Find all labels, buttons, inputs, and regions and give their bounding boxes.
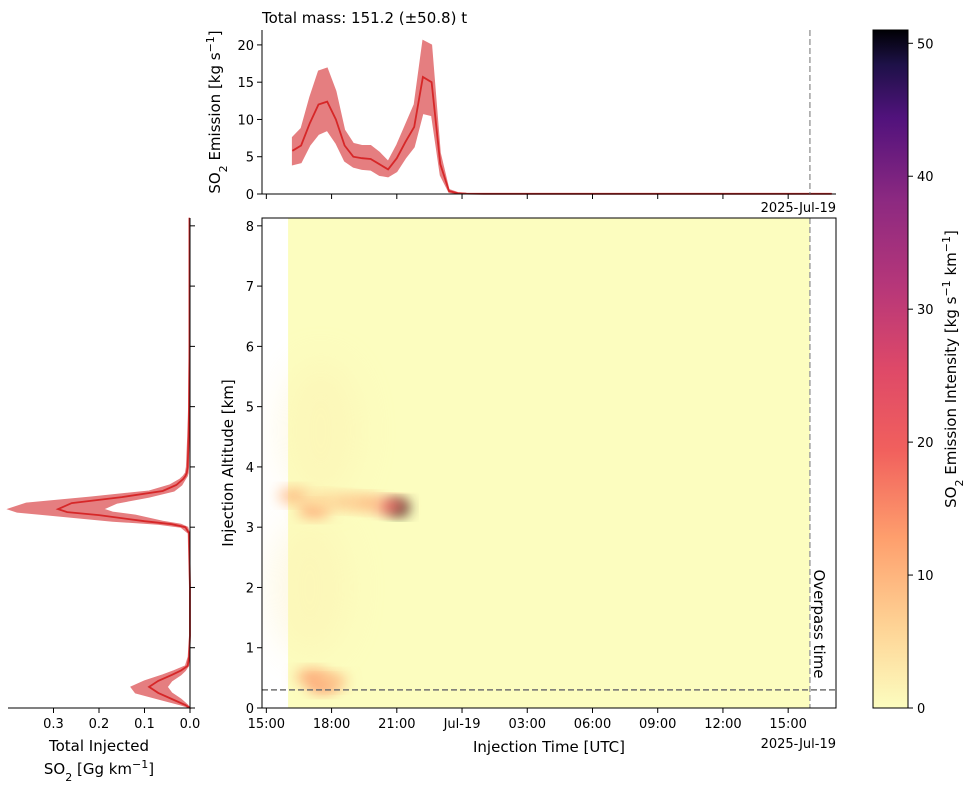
figure-title: Total mass: 151.2 (±50.8) t [261,9,467,27]
vp-xtick-label: 0.0 [180,717,201,732]
heatmap-ytick-label: 3 [246,521,254,536]
heatmap-xtick-label: 15:00 [248,717,285,732]
heatmap-xtick-label: 15:00 [769,717,806,732]
heatmap-xtick-label: Jul-19 [443,717,481,732]
heatmap-xlabel: Injection Time [UTC] [473,738,625,756]
heatmap-xtick-label: 03:00 [509,717,546,732]
heatmap-border [261,217,837,709]
ts-ytick-label: 5 [246,151,254,166]
colorbar-tick-label: 40 [917,170,934,185]
vp-xlabel-line2: SO2 [Gg km−1] [44,758,154,784]
heatmap-hotspot [271,517,348,658]
colorbar-tick-label: 30 [917,303,934,318]
heatmap-ytick-label: 1 [246,642,254,657]
vp-uncertainty-band [6,217,192,709]
heatmap-hotspot [315,673,348,688]
heatmap-ylabel: Injection Altitude [km] [219,379,237,546]
vp-xtick-label: 0.1 [134,717,155,732]
colorbar-tick-label: 0 [917,702,925,717]
ts-ytick-label: 0 [246,188,254,203]
heatmap-ytick-label: 0 [246,702,254,717]
heatmap-xtick-label: 18:00 [313,717,350,732]
heatmap-ytick-label: 6 [246,340,254,355]
ts-ylabel: SO2 Emission [kg s−1] [204,30,230,193]
heatmap-date-label: 2025-Jul-19 [761,737,836,752]
heatmap-ytick-label: 8 [246,220,254,235]
heatmap-hotspot [278,488,311,503]
colorbar-tick-label: 20 [917,436,934,451]
emission-timeseries-panel: 0 5 10 15 20 2025-Jul-19 SO2 Emission [kg s−… [204,30,836,216]
ts-ytick-label: 10 [237,113,254,128]
heatmap-background [288,218,810,708]
colorbar-gradient [872,29,909,709]
colorbar-label: SO2 Emission Intensity [kg s−1 km−1] [940,230,966,508]
heatmap-xtick-label: 06:00 [574,717,611,732]
colorbar-tick-label: 10 [917,569,934,584]
heatmap-overpass-label: Overpass time [810,569,828,678]
heatmap-xtick-label: 12:00 [704,717,741,732]
heatmap-ytick-label: 5 [246,401,254,416]
vp-xtick-label: 0.2 [89,717,110,732]
ts-ytick-label: 15 [237,76,254,91]
heatmap-ytick-label: 4 [246,461,254,476]
heatmap-xtick-label: 09:00 [639,717,676,732]
colorbar-tick-label: 50 [917,37,934,52]
vp-mean-line [55,218,191,709]
ts-mean-line [291,75,832,195]
heatmap-xtick-label: 21:00 [378,717,415,732]
heatmap-ytick-label: 7 [246,280,254,295]
heatmap-ytick-label: 2 [246,581,254,596]
colorbar-panel: 0 10 20 30 40 50 SO2 Emission Intensity [kg s… [872,29,966,717]
ts-ytick-label: 20 [237,39,254,54]
vp-xlabel-line1: Total Injected [48,737,149,755]
ts-uncertainty-band [291,39,833,195]
vertical-profile-panel: 0.3 0.2 0.1 0.0 Total Injected SO2 [Gg km−1… [6,217,201,784]
ts-date-label: 2025-Jul-19 [761,201,836,216]
heatmap-hotspot [282,360,359,501]
vp-xtick-label: 0.3 [43,717,64,732]
injection-heatmap-panel: 0 1 2 3 4 5 6 7 8 15:00 18:00 21:00 Jul-19 03:00 06:00… [219,217,837,756]
